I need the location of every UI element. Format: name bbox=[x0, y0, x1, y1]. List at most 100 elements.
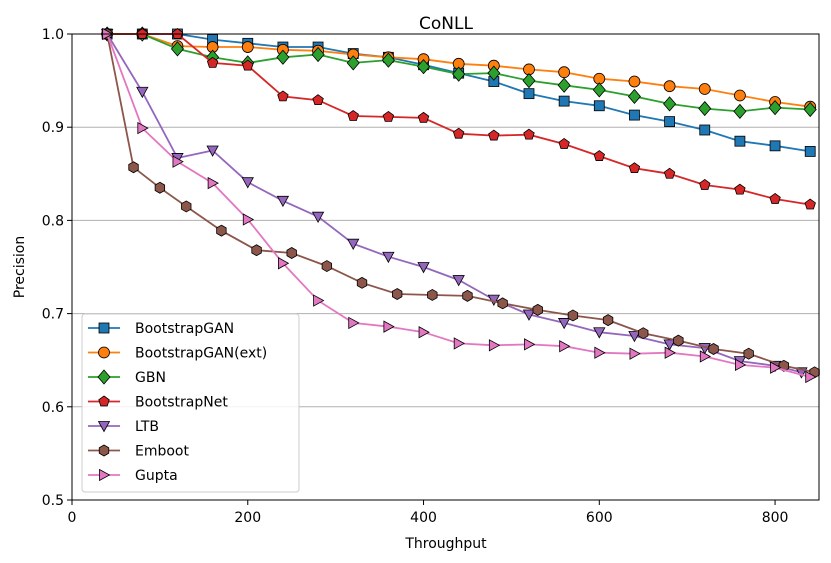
data-point bbox=[286, 247, 297, 259]
legend-label: LTB bbox=[135, 419, 159, 435]
legend: BootstrapGAN BootstrapGAN(ext) GBN Bootstra… bbox=[81, 313, 300, 493]
data-point bbox=[348, 316, 360, 330]
data-point bbox=[698, 100, 712, 117]
legend-entry: GBN bbox=[88, 369, 166, 386]
data-point bbox=[276, 49, 290, 65]
data-point bbox=[699, 124, 711, 136]
data-point bbox=[347, 110, 359, 121]
legend-marker bbox=[97, 369, 111, 385]
legend-frame bbox=[81, 313, 300, 493]
data-point bbox=[278, 257, 290, 270]
legend-label: Gupta bbox=[135, 468, 178, 484]
series-emboot bbox=[101, 28, 820, 379]
x-tick-label: 0 bbox=[68, 510, 77, 526]
data-point bbox=[452, 66, 466, 82]
data-point bbox=[592, 82, 606, 98]
data-point bbox=[242, 213, 255, 226]
data-point bbox=[452, 275, 465, 287]
data-point bbox=[242, 59, 254, 71]
data-point bbox=[128, 161, 139, 174]
data-point bbox=[356, 276, 368, 289]
data-point bbox=[628, 162, 641, 174]
data-point bbox=[698, 83, 711, 95]
legend-entry: BootstrapNet bbox=[88, 395, 228, 411]
legend-entry: BootstrapGAN(ext) bbox=[88, 346, 267, 362]
data-point bbox=[452, 127, 465, 139]
data-point bbox=[628, 331, 641, 343]
data-point bbox=[803, 101, 817, 118]
data-point bbox=[734, 183, 746, 195]
y-tick-label: 0.9 bbox=[42, 120, 64, 136]
data-point bbox=[708, 343, 719, 355]
data-point bbox=[602, 314, 614, 327]
axes: 0.5 0.6 0.7 0.8 0.9 1.0 0 200 400 600 800 bbox=[42, 27, 789, 526]
data-point bbox=[523, 88, 535, 100]
x-axis-label: Throughput bbox=[404, 536, 487, 552]
y-tick-label: 0.5 bbox=[42, 493, 64, 509]
data-point bbox=[663, 96, 677, 112]
data-point bbox=[251, 244, 262, 257]
data-point bbox=[241, 177, 254, 189]
data-point bbox=[532, 303, 543, 316]
data-point bbox=[664, 346, 676, 359]
data-point bbox=[171, 28, 184, 39]
data-point bbox=[628, 75, 641, 88]
data-point bbox=[206, 56, 219, 68]
data-point bbox=[241, 41, 254, 53]
data-point bbox=[346, 55, 360, 71]
y-tick-label: 1.0 bbox=[42, 27, 64, 43]
legend-marker bbox=[99, 468, 111, 482]
x-tick-label: 600 bbox=[586, 510, 613, 526]
x-tick-label: 200 bbox=[234, 510, 261, 526]
legend-label: Emboot bbox=[135, 444, 190, 460]
series-bootstrapnet bbox=[101, 28, 816, 210]
data-point bbox=[735, 358, 747, 372]
data-point bbox=[137, 121, 149, 135]
plot-frame bbox=[71, 33, 820, 501]
data-point bbox=[417, 59, 431, 75]
data-point bbox=[207, 176, 219, 190]
data-point bbox=[311, 211, 325, 224]
data-point bbox=[664, 116, 675, 128]
data-point bbox=[768, 100, 782, 116]
series-layer bbox=[100, 26, 820, 384]
data-point bbox=[734, 89, 746, 102]
legend-marker bbox=[98, 395, 110, 407]
data-point bbox=[743, 347, 754, 360]
data-point bbox=[663, 80, 676, 93]
data-point bbox=[804, 146, 816, 157]
data-point bbox=[311, 46, 325, 63]
data-point bbox=[558, 95, 570, 107]
data-point bbox=[418, 326, 430, 339]
data-point bbox=[277, 90, 289, 102]
data-point bbox=[321, 260, 333, 273]
data-point bbox=[663, 167, 676, 179]
data-point bbox=[216, 224, 227, 237]
data-point bbox=[383, 320, 395, 333]
data-point bbox=[488, 129, 500, 141]
data-point bbox=[488, 339, 501, 352]
data-point bbox=[276, 195, 290, 208]
data-point bbox=[417, 262, 430, 274]
legend-marker bbox=[97, 421, 111, 433]
data-point bbox=[557, 77, 571, 93]
y-tick-label: 0.8 bbox=[42, 213, 64, 229]
data-point bbox=[593, 150, 605, 161]
data-point bbox=[382, 251, 395, 264]
data-point bbox=[523, 128, 535, 140]
data-point bbox=[172, 155, 184, 168]
data-point bbox=[805, 370, 817, 384]
data-point bbox=[312, 94, 324, 106]
legend-label: BootstrapGAN bbox=[135, 321, 234, 337]
data-point bbox=[347, 238, 360, 251]
legend-label: BootstrapGAN(ext) bbox=[135, 346, 267, 362]
data-point bbox=[673, 334, 684, 347]
data-point bbox=[522, 309, 536, 321]
data-point bbox=[136, 28, 149, 39]
data-point bbox=[206, 145, 219, 157]
data-point bbox=[733, 103, 747, 119]
legend-marker bbox=[98, 322, 110, 334]
data-point bbox=[699, 350, 712, 363]
data-point bbox=[593, 100, 605, 112]
legend-label: GBN bbox=[135, 370, 166, 386]
